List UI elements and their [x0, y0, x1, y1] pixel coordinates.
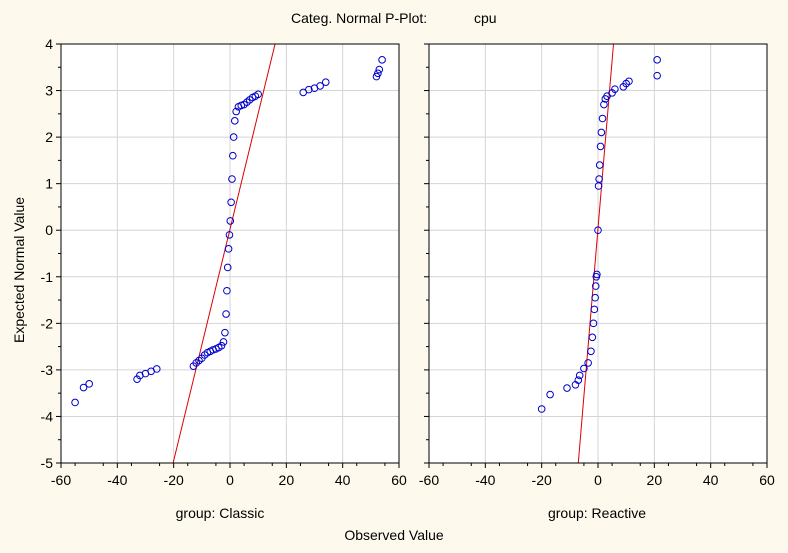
reference-line	[172, 44, 276, 463]
data-point	[219, 338, 228, 346]
data-point	[595, 161, 604, 169]
data-point	[232, 107, 240, 116]
data-point	[316, 82, 324, 90]
data-point	[305, 85, 313, 94]
data-point	[226, 217, 235, 225]
x-tick-label: 20	[279, 472, 295, 488]
data-point	[653, 56, 661, 64]
data-point	[593, 270, 601, 279]
data-point	[590, 305, 599, 314]
data-point	[375, 65, 384, 74]
data-point	[79, 383, 88, 392]
data-point	[597, 128, 606, 137]
x-tick-label: 40	[703, 472, 719, 488]
chart-title: Categ. Normal P-Plot:	[291, 10, 428, 26]
y-tick-label: -5	[41, 455, 54, 471]
reference-line	[577, 44, 614, 463]
data-point	[611, 85, 619, 93]
data-point	[625, 77, 633, 86]
data-point	[228, 175, 236, 183]
data-point	[227, 198, 235, 207]
data-point	[229, 151, 237, 160]
y-tick-label: 3	[45, 83, 53, 99]
panel-border	[428, 43, 768, 464]
data-point	[229, 133, 238, 141]
chart-variable: cpu	[474, 10, 497, 26]
data-point	[230, 117, 239, 125]
data-point	[223, 263, 232, 272]
data-point	[546, 390, 554, 399]
x-tick-label: -60	[51, 472, 71, 488]
data-point	[580, 364, 588, 373]
y-tick-label: -2	[41, 315, 54, 331]
data-point	[587, 347, 595, 356]
y-tick-label: 4	[45, 36, 53, 52]
data-point	[595, 175, 603, 183]
data-point	[321, 78, 330, 86]
x-tick-label: -60	[419, 472, 439, 488]
data-point	[223, 286, 231, 295]
data-point	[575, 371, 584, 380]
y-tick-label: -4	[41, 408, 54, 424]
data-point	[596, 142, 605, 151]
x-tick-label: 60	[391, 472, 407, 488]
x-tick-label: -40	[107, 472, 127, 488]
x-axis-label: Observed Value	[344, 527, 444, 543]
data-point	[591, 293, 599, 302]
x-tick-label: -40	[475, 472, 495, 488]
x-tick-label: 40	[335, 472, 351, 488]
y-axis-label: Expected Normal Value	[11, 196, 27, 344]
y-tick-label: -1	[41, 269, 54, 285]
data-point	[221, 328, 229, 337]
x-tick-label: -20	[532, 472, 552, 488]
x-tick-label: 60	[759, 472, 775, 488]
data-point	[584, 359, 592, 367]
panel-border	[60, 43, 400, 464]
y-tick-label: 2	[45, 129, 53, 145]
data-point	[653, 71, 661, 80]
x-tick-label: 0	[226, 472, 234, 488]
data-point	[71, 398, 79, 407]
data-point	[85, 380, 93, 388]
x-tick-label: 20	[647, 472, 663, 488]
data-point	[222, 310, 230, 318]
data-point	[152, 365, 161, 373]
y-tick-label: -3	[41, 362, 54, 378]
y-tick-label: 0	[45, 222, 53, 238]
panel-label-classic: group: Classic	[175, 505, 265, 521]
data-point	[224, 245, 233, 253]
data-point	[600, 100, 608, 109]
data-point	[574, 376, 583, 384]
data-point	[591, 282, 600, 290]
data-point	[217, 341, 226, 350]
y-tick-label: 1	[45, 176, 53, 192]
data-point	[254, 90, 262, 99]
data-point	[374, 69, 382, 78]
data-point	[537, 405, 546, 413]
x-tick-label: 0	[594, 472, 602, 488]
data-point	[588, 333, 597, 342]
data-point	[589, 319, 598, 328]
panel-label-reactive: group: Reactive	[547, 505, 647, 521]
data-point	[378, 56, 386, 64]
data-point	[225, 231, 234, 239]
x-tick-label: -20	[164, 472, 184, 488]
data-point	[563, 384, 571, 392]
data-point	[594, 226, 602, 235]
data-point	[598, 114, 607, 123]
